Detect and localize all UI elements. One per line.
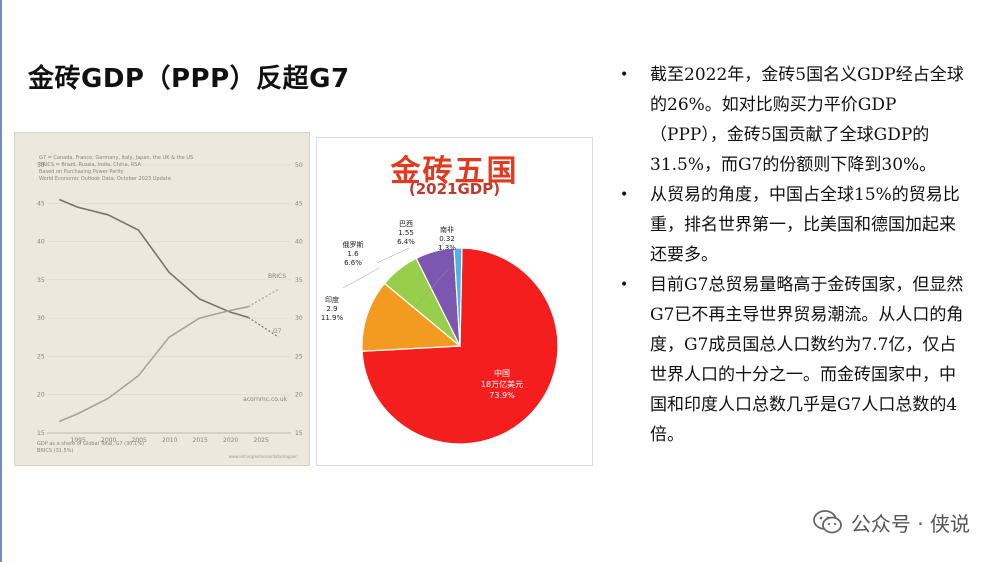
y-tick-label-right: 30 <box>295 315 303 322</box>
series-label-brics: BRICS <box>268 273 286 280</box>
y-tick-label: 45 <box>37 200 45 207</box>
slice-value: 2.9 <box>326 305 338 313</box>
bullet-text: 截至2022年，金砖5国名义GDP经占全球的26%。如对比购买力平价GDP（PP… <box>650 65 964 175</box>
slice-value: 1.55 <box>398 229 414 237</box>
y-tick-label-right: 35 <box>295 277 303 284</box>
x-tick-label: 2005 <box>132 437 147 444</box>
legend-note: G7 = Canada, France, Germany, Italy, Jap… <box>39 155 194 161</box>
footer-account-mark: 公众号 · 侠说 <box>813 506 970 538</box>
slice-percent: 11.9% <box>320 314 344 322</box>
slice-percent: 1.3% <box>438 244 456 252</box>
slice-percent: 6.6% <box>344 259 362 267</box>
pie-chart-subtitle: (2021GDP) <box>408 180 501 198</box>
pie-slice-1 <box>361 282 462 352</box>
chart-source-url: www.imf.org/external/datamapper <box>228 454 297 459</box>
slice-name: 中国 <box>494 369 510 378</box>
pie-slice-4 <box>453 247 463 347</box>
x-tick-label: 2015 <box>193 437 208 444</box>
bullet-item: • 截至2022年，金砖5国名义GDP经占全球的26%。如对比购买力平价GDP（… <box>618 60 970 180</box>
footer-text: 公众号 · 侠说 <box>850 511 970 536</box>
bullet-text: 目前G7总贸易量略高于金砖国家，但显然G7已不再主导世界贸易潮流。从人口的角度，… <box>650 275 964 445</box>
y-tick-label-right: 40 <box>295 239 303 246</box>
y-tick-label-right: 25 <box>295 353 303 360</box>
slice-percent: 6.4% <box>397 238 415 246</box>
slice-name: 南非 <box>440 226 454 234</box>
y-tick-label: 40 <box>37 239 45 246</box>
line-chart-legend-notes: G7 = Canada, France, Germany, Italy, Jap… <box>39 155 193 183</box>
pie-chart-card: 金砖五国 (2021GDP) 中国 18万亿美元 73.9% 印度 2.9 11… <box>316 137 593 466</box>
slice-name: 巴西 <box>399 220 413 228</box>
bullet-dot: • <box>620 277 629 293</box>
x-tick-label: 2010 <box>162 437 177 444</box>
x-tick-label: 2025 <box>254 437 269 444</box>
series-forecast-brics <box>247 288 280 308</box>
y-tick-label: 25 <box>37 353 45 360</box>
y-tick-label: 35 <box>37 277 45 284</box>
slice-label-brazil: 巴西 1.55 6.4% <box>390 220 422 247</box>
slice-label-south-africa: 南非 0.32 1.3% <box>433 226 461 253</box>
pie-chart-title: 金砖五国 <box>390 154 519 189</box>
y-tick-label: 15 <box>37 430 45 437</box>
left-accent-rule <box>0 0 2 562</box>
x-tick-label: 1995 <box>71 437 86 444</box>
y-tick-label: 50 <box>37 162 45 169</box>
y-tick-label: 20 <box>37 392 45 399</box>
legend-note: Based on Purchasing Power Parity <box>39 169 124 175</box>
bullet-dot: • <box>620 187 629 203</box>
series-label-g7: G7 <box>273 328 282 335</box>
leader-line <box>376 247 410 264</box>
series-line-g7 <box>58 198 249 319</box>
y-tick-label-right: 20 <box>295 392 303 399</box>
bullet-item: • 从贸易的角度，中国占全球15%的贸易比重，排名世界第一，比美国和德国加起来还… <box>618 180 970 270</box>
line-chart-card: 15 15 20 20 25 25 30 30 35 35 40 40 45 45 50 50 1995 2000… <box>14 132 310 466</box>
leader-line <box>412 267 450 311</box>
legend-note: World Economic Outlook Data, October 202… <box>39 176 171 182</box>
bullet-item: • 目前G7总贸易量略高于金砖国家，但显然G7已不再主导世界贸易潮流。从人口的角… <box>618 270 970 450</box>
slice-value: 1.6 <box>347 250 359 258</box>
chart-watermark: acornmc.co.uk <box>243 396 287 403</box>
slide-title: 金砖GDP（PPP）反超G7 <box>28 64 350 94</box>
y-tick-label: 30 <box>37 315 45 322</box>
bullet-text: 从贸易的角度，中国占全球15%的贸易比重，排名世界第一，比美国和德国加起来还要多… <box>650 185 960 265</box>
chart-source-labels: GDP as a share of Global Total, G7 (30.1… <box>37 441 144 455</box>
slice-percent: 73.9% <box>489 391 515 400</box>
slice-name: 俄罗斯 <box>342 241 364 249</box>
slice-value: 18万亿美元 <box>480 380 524 389</box>
slice-value: 0.32 <box>439 235 455 243</box>
y-tick-label-right: 15 <box>295 430 303 437</box>
source-line: GDP as a share of Global Total, G7 (30.1… <box>37 441 144 447</box>
slice-label-russia: 俄罗斯 1.6 6.6% <box>337 241 369 268</box>
x-tick-label: 2000 <box>101 437 116 444</box>
bullet-list: • 截至2022年，金砖5国名义GDP经占全球的26%。如对比购买力平价GDP（… <box>618 60 970 450</box>
x-tick-label: 2020 <box>223 437 238 444</box>
source-line: BRICS (31.5%) <box>37 448 74 454</box>
series-line-brics <box>58 305 249 423</box>
slice-label-china: 中国 18万亿美元 73.9% <box>467 368 537 401</box>
bullet-dot: • <box>620 67 629 83</box>
slice-label-india: 印度 2.9 11.9% <box>317 296 347 323</box>
slice-name: 印度 <box>325 296 339 304</box>
pie-chart <box>342 241 559 445</box>
y-tick-label-right: 50 <box>295 162 303 169</box>
wechat-icon <box>813 509 843 535</box>
leader-line <box>436 241 446 251</box>
y-tick-label-right: 45 <box>295 200 303 207</box>
leader-line <box>342 267 380 289</box>
legend-note: BRICS = Brazil, Russia, India, China, RS… <box>39 162 141 168</box>
